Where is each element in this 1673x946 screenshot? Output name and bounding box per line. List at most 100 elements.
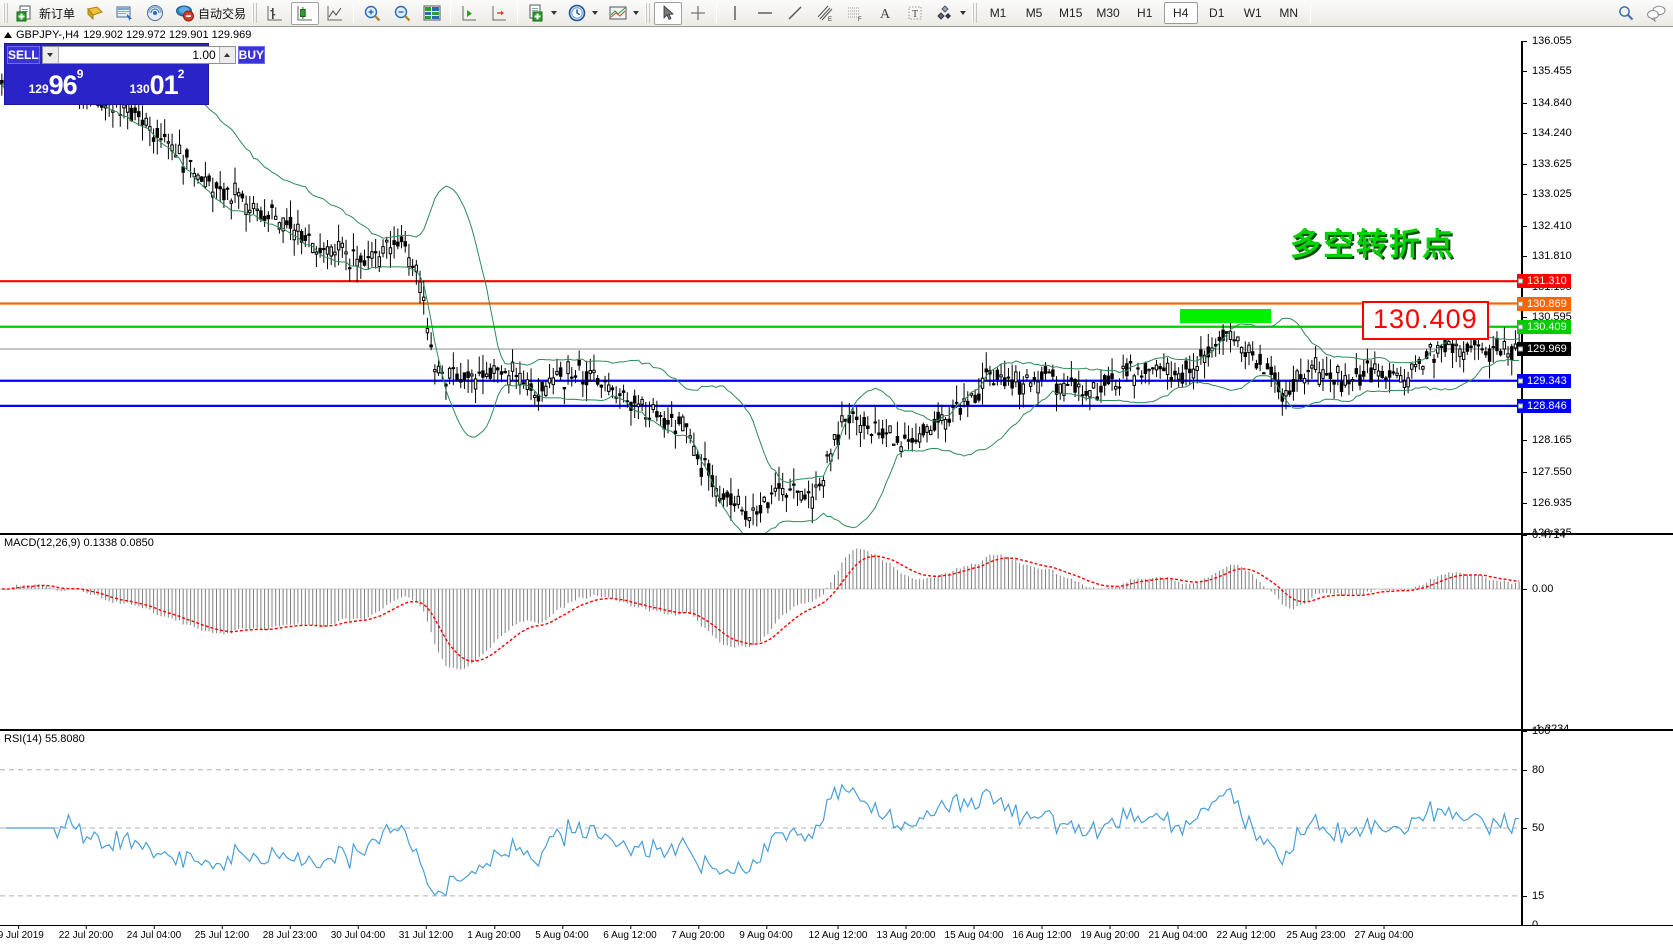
timeframe-mn[interactable]: MN <box>1279 6 1299 20</box>
bar-chart-button[interactable] <box>261 2 289 25</box>
fibonacci-button[interactable]: F <box>841 2 869 25</box>
volume-stepper[interactable] <box>41 46 236 64</box>
zoom-out-button[interactable] <box>388 2 416 25</box>
chart-shift-button[interactable] <box>485 2 513 25</box>
crosshair-button[interactable] <box>684 2 712 25</box>
price-ytick: 133.625 <box>1523 158 1572 170</box>
terminal-button[interactable] <box>111 2 139 25</box>
price-ytick: 131.810 <box>1523 250 1572 262</box>
volume-increase-button[interactable] <box>218 47 235 63</box>
price-level-label-resistance-130869[interactable]: 130.869 <box>1517 296 1571 311</box>
macd-ytick: 0.4714 <box>1523 529 1566 541</box>
timeframe-m5[interactable]: M5 <box>1025 6 1043 20</box>
time-axis-tick: 22 Aug 12:00 <box>1216 926 1276 941</box>
price-level-label-pivot-130409[interactable]: 130.409 <box>1517 319 1571 334</box>
templates-button[interactable] <box>604 2 643 25</box>
level-handle-icon[interactable] <box>1518 403 1523 409</box>
level-handle-icon[interactable] <box>1518 346 1523 352</box>
time-axis-tick: 25 Jul 12:00 <box>194 926 250 941</box>
price-level-label-last-price-129969[interactable]: 129.969 <box>1517 342 1571 357</box>
price-level-label-support-128846[interactable]: 128.846 <box>1517 398 1571 413</box>
toolbar-grip-3[interactable] <box>645 3 651 23</box>
level-handle-icon[interactable] <box>1518 301 1523 306</box>
timeframe-m15[interactable]: M15 <box>1059 6 1083 20</box>
timeframe-d1[interactable]: D1 <box>1209 6 1225 20</box>
horizontal-line-button[interactable] <box>751 2 779 25</box>
autotrading-button[interactable]: 自动交易 <box>171 2 250 25</box>
octp-controls-row: SELL BUY <box>5 44 266 66</box>
auto-scroll-icon <box>459 3 479 23</box>
auto-scroll-button[interactable] <box>455 2 483 25</box>
level-handle-icon[interactable] <box>1518 378 1523 384</box>
sell-button[interactable]: SELL <box>7 46 40 64</box>
time-axis-tick: 30 Jul 04:00 <box>330 926 386 941</box>
toolbar-grip-4[interactable] <box>972 3 978 23</box>
time-axis[interactable]: 19 Jul 2019 22 Jul 20:00 24 Jul 04:00 25 Ju… <box>0 925 1673 946</box>
time-axis-tick: 16 Aug 12:00 <box>1012 926 1072 941</box>
volume-input[interactable] <box>58 47 219 63</box>
price-level-label-resistance-131310[interactable]: 131.310 <box>1517 274 1571 289</box>
equidistant-channel-button[interactable]: E <box>811 2 839 25</box>
time-axis-tick: 13 Aug 20:00 <box>876 926 936 941</box>
toolbar-grip-2[interactable] <box>252 3 258 23</box>
signals-button[interactable] <box>141 2 169 25</box>
highlight-rectangle <box>1180 309 1271 323</box>
timeframe-m1[interactable]: M1 <box>989 6 1007 20</box>
price-y-axis[interactable]: 136.055 135.455 134.840 134.240 133.625 133.0… <box>1517 35 1673 539</box>
periods-icon <box>567 3 587 23</box>
time-axis-tick: 28 Jul 23:00 <box>262 926 318 941</box>
new-order-button[interactable]: 新订单 <box>12 2 79 25</box>
terminal-icon <box>115 3 135 23</box>
price-ytick: 132.410 <box>1523 220 1572 232</box>
buy-price[interactable]: 130 01 2 <box>108 66 206 102</box>
signals-icon <box>145 3 165 23</box>
timeframe-w1[interactable]: W1 <box>1243 6 1262 20</box>
vertical-line-button[interactable] <box>721 2 749 25</box>
toolbar-folder-button[interactable] <box>81 2 109 25</box>
trendline-button[interactable] <box>781 2 809 25</box>
rsi-y-axis[interactable]: 1008050150 <box>1521 725 1673 931</box>
macd-plot-area[interactable] <box>0 535 1521 729</box>
new-order-label: 新订单 <box>39 6 76 21</box>
toolbar-grip-1[interactable] <box>3 3 8 23</box>
zoom-in-icon <box>362 3 382 23</box>
timeframe-h4[interactable]: H4 <box>1163 2 1198 24</box>
macd-chart-svg <box>0 535 1521 729</box>
data-window-button[interactable] <box>418 2 446 25</box>
indicators-icon <box>526 3 546 23</box>
text-label-button[interactable]: T <box>901 2 929 25</box>
timeframe-h1[interactable]: H1 <box>1137 6 1153 20</box>
price-ytick: 126.935 <box>1523 497 1572 509</box>
periods-button[interactable] <box>563 2 602 25</box>
indicators-button[interactable] <box>522 2 561 25</box>
shapes-button[interactable] <box>931 2 970 25</box>
periods-dropdown-caret[interactable] <box>592 11 599 15</box>
symbol-ohlc: 129.902 129.972 129.901 129.969 <box>83 28 252 41</box>
sell-price[interactable]: 129 96 9 <box>7 66 105 102</box>
rsi-plot-area[interactable] <box>0 731 1521 925</box>
price-plot-area[interactable] <box>0 41 1521 533</box>
price-level-label-support-129343[interactable]: 129.343 <box>1517 373 1571 388</box>
shapes-dropdown-caret[interactable] <box>960 11 967 15</box>
line-chart-button[interactable] <box>321 2 349 25</box>
time-axis-tick: 5 Aug 04:00 <box>535 926 589 941</box>
cursor-button[interactable] <box>654 1 683 25</box>
indicators-dropdown-caret[interactable] <box>551 11 558 15</box>
toolbar-separator-4 <box>716 3 718 23</box>
level-handle-icon[interactable] <box>1518 324 1523 330</box>
rsi-label: RSI(14) 55.8080 <box>4 733 85 745</box>
zoom-in-button[interactable] <box>358 2 386 25</box>
search-button[interactable] <box>1612 2 1640 25</box>
text-button[interactable]: A <box>871 2 899 25</box>
volume-decrease-button[interactable] <box>42 47 59 63</box>
chat-button[interactable] <box>1642 2 1670 25</box>
price-pane: 136.055 135.455 134.840 134.240 133.625 133.0… <box>0 35 1673 539</box>
candlestick-chart-button[interactable] <box>291 1 320 25</box>
timeframe-m30[interactable]: M30 <box>1096 6 1120 20</box>
toolbar-separator-5 <box>1309 3 1311 23</box>
templates-dropdown-caret[interactable] <box>633 11 640 15</box>
buy-button[interactable]: BUY <box>237 46 266 64</box>
level-handle-icon[interactable] <box>1518 278 1523 284</box>
collapse-triangle-icon[interactable] <box>4 31 12 38</box>
